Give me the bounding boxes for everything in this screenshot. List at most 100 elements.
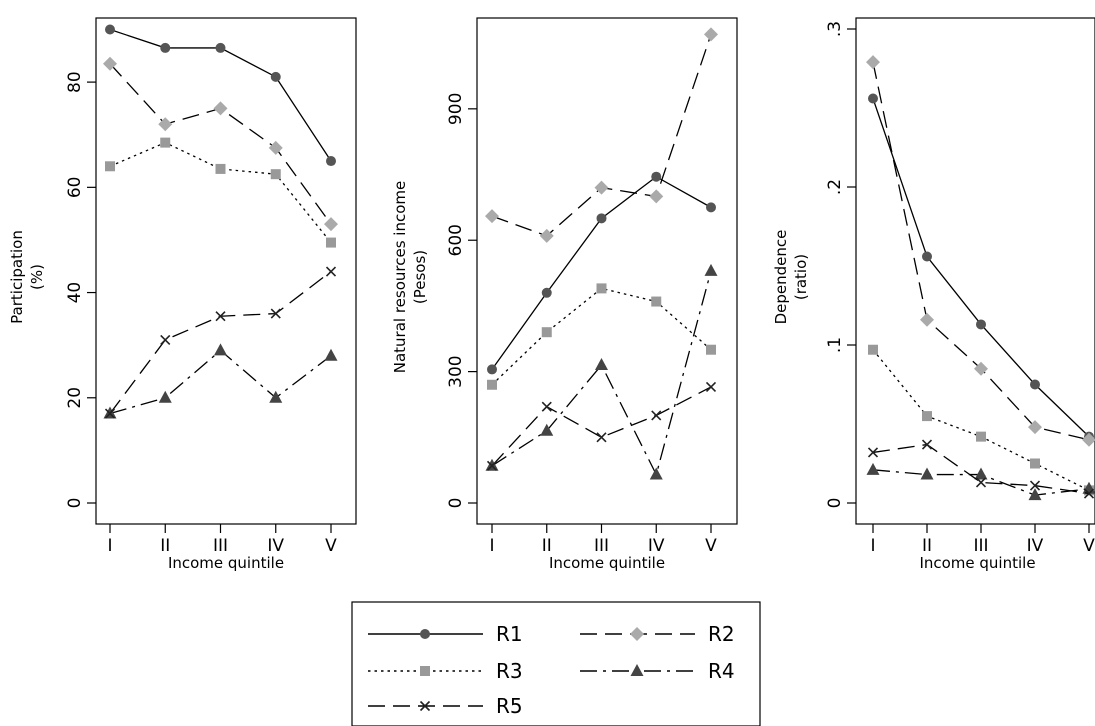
y-tick-label: 0 [446, 498, 466, 509]
data-point-r4 [324, 348, 338, 361]
data-point-r1 [160, 42, 171, 53]
y-axis-unit: (ratio) [792, 254, 810, 300]
data-point-r5 [705, 381, 717, 393]
y-tick-label: .1 [825, 337, 845, 353]
y-tick-label: 300 [446, 355, 466, 387]
y-axis-unit: (Pesos) [411, 250, 429, 304]
x-tick-label: V [1083, 536, 1095, 556]
data-point-r1 [215, 42, 226, 53]
series-r3 [487, 283, 716, 390]
data-point-r5 [325, 266, 337, 277]
data-point-r1 [1030, 379, 1040, 390]
series-r1 [868, 93, 1094, 442]
data-point-r2 [704, 27, 718, 42]
legend-marker [420, 666, 430, 676]
series-line-r2 [109, 63, 332, 225]
data-point-r4 [920, 467, 934, 480]
series-r5 [486, 381, 717, 471]
data-point-r4 [214, 343, 227, 356]
data-point-r3 [105, 161, 115, 172]
legend-entry-r5: R5 [368, 694, 523, 718]
series-r4 [866, 462, 1095, 501]
legend-label: R4 [708, 659, 735, 683]
data-point-r2 [485, 209, 499, 224]
data-point-r3 [487, 379, 497, 390]
legend-entry-r1: R1 [368, 622, 523, 646]
plot-frame [855, 17, 1095, 525]
data-point-r2 [324, 217, 338, 232]
series-r1 [105, 24, 336, 167]
legend-entry-r4: R4 [580, 659, 735, 683]
plot-frame [476, 17, 738, 525]
legend-entry-r3: R3 [368, 659, 523, 683]
y-tick-label: 20 [65, 387, 85, 409]
y-axis-title: Participation [8, 230, 26, 324]
data-point-r2 [920, 312, 934, 327]
data-point-r2 [1028, 420, 1042, 435]
y-tick-label: .2 [825, 179, 845, 195]
series-line-r3 [109, 141, 332, 243]
series-line-r1 [491, 175, 712, 370]
data-point-r3 [706, 344, 716, 355]
data-point-r3 [922, 411, 932, 422]
series-r1 [487, 171, 716, 375]
series-r5 [104, 266, 337, 419]
x-tick-label: V [325, 536, 337, 556]
data-point-r2 [1082, 432, 1095, 447]
data-point-r4 [540, 423, 554, 436]
data-point-r5 [160, 334, 171, 345]
y-tick-label: 900 [446, 93, 466, 125]
data-point-r1 [487, 364, 497, 375]
series-r3 [105, 137, 336, 248]
data-point-r1 [541, 287, 552, 298]
series-r2 [866, 55, 1095, 447]
y-axis-title: Dependence [772, 230, 790, 325]
data-point-r5 [651, 410, 662, 421]
x-axis-title: Income quintile [549, 554, 665, 572]
data-point-r5 [867, 447, 879, 458]
data-point-r3 [541, 327, 552, 338]
data-point-r2 [649, 189, 664, 204]
data-point-r1 [326, 156, 336, 167]
data-point-r2 [594, 180, 609, 195]
data-point-r2 [866, 55, 880, 70]
data-point-r5 [975, 477, 987, 488]
legend-entry-r2: R2 [580, 622, 735, 646]
y-axis-unit: (%) [28, 264, 46, 290]
data-point-r2 [103, 56, 117, 71]
x-tick-label: II [542, 536, 552, 556]
data-point-r2 [158, 117, 173, 132]
series-r4 [103, 343, 338, 419]
data-point-r5 [1083, 488, 1095, 499]
legend-label: R5 [496, 694, 523, 718]
x-tick-label: I [489, 536, 494, 556]
x-tick-label: IV [1027, 536, 1044, 556]
series-line-r2 [491, 34, 712, 237]
y-tick-label: 0 [825, 498, 845, 509]
x-tick-label: I [870, 536, 875, 556]
data-point-r3 [868, 344, 878, 355]
series-r4 [485, 263, 718, 480]
data-point-r3 [215, 163, 226, 174]
legend-marker [420, 629, 430, 639]
x-tick-label: III [594, 536, 609, 556]
plot-frame [95, 17, 357, 525]
y-tick-label: 40 [65, 282, 85, 304]
legend-label: R2 [708, 622, 735, 646]
series-r2 [485, 27, 718, 243]
x-tick-label: II [160, 536, 170, 556]
data-point-r2 [974, 361, 988, 376]
series-line-r5 [872, 443, 1090, 495]
y-tick-label: 80 [65, 71, 85, 93]
data-point-r5 [486, 460, 498, 471]
series-line-r4 [491, 270, 712, 477]
data-point-r3 [326, 237, 336, 248]
legend-marker [419, 700, 431, 712]
series-r5 [867, 439, 1095, 499]
data-point-r1 [105, 24, 115, 35]
data-point-r4 [974, 467, 988, 480]
data-point-r4 [269, 390, 283, 403]
